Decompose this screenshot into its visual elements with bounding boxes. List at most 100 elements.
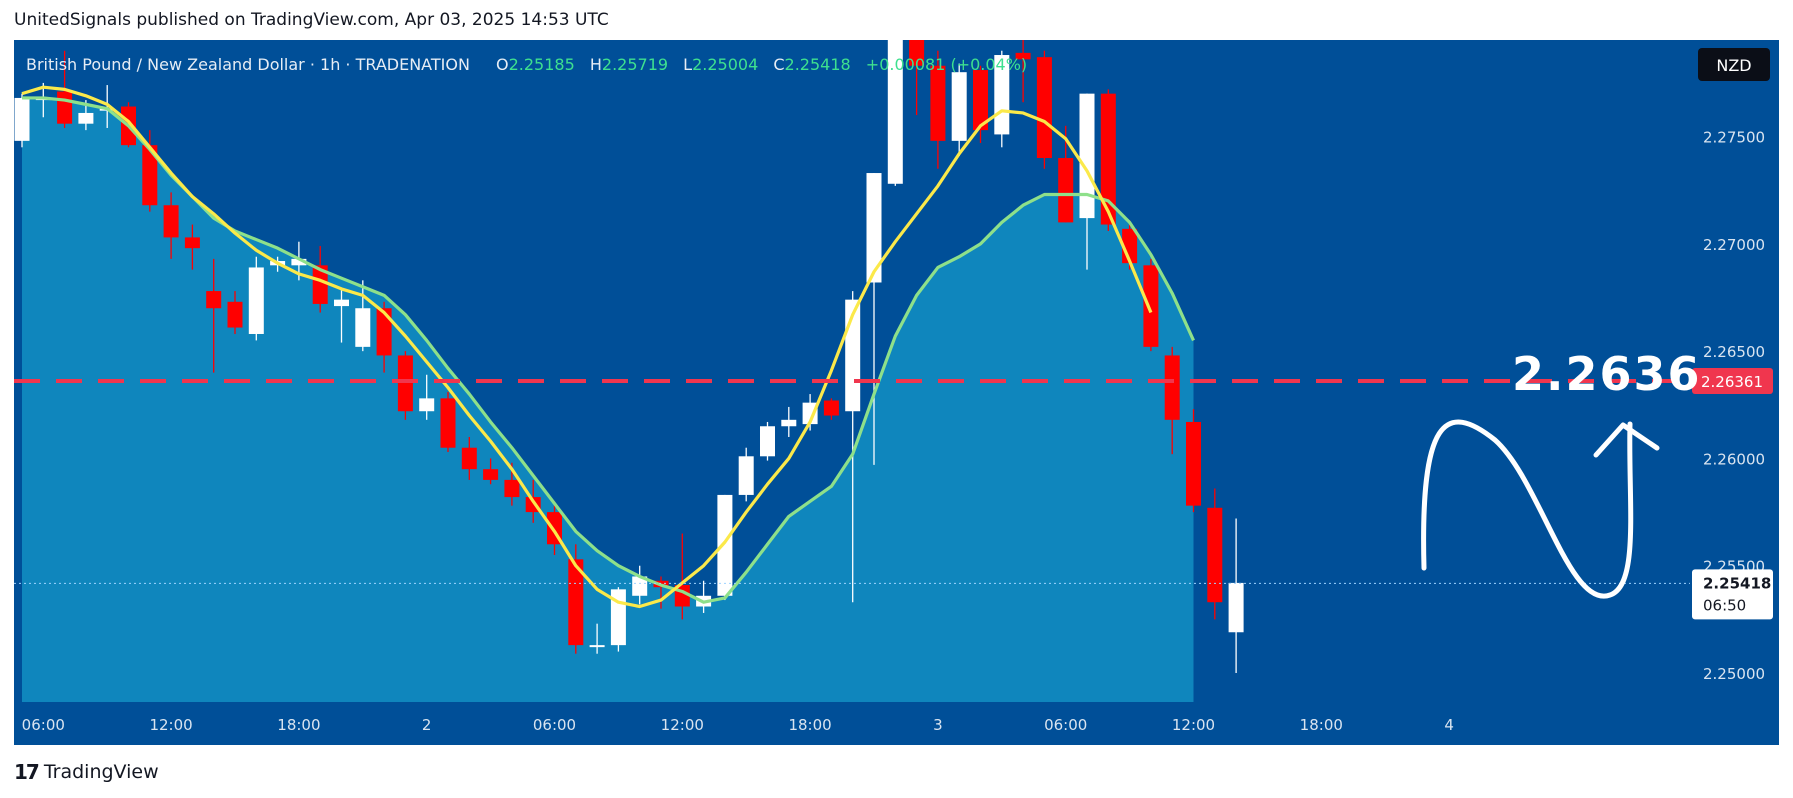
y-tick-label: 2.26000 <box>1703 450 1765 468</box>
x-tick-label: 3 <box>933 716 943 734</box>
candle[interactable] <box>1058 125 1074 223</box>
candle-body <box>461 447 477 470</box>
publisher-header: UnitedSignals published on TradingView.c… <box>14 10 609 30</box>
candle[interactable] <box>1036 50 1052 169</box>
candle-body <box>909 40 925 66</box>
candle-body <box>568 559 584 646</box>
candle-body <box>1143 265 1159 347</box>
candle-body <box>14 97 30 141</box>
candle[interactable] <box>823 398 839 420</box>
ema-fast-line <box>21 85 1153 609</box>
candle-body <box>760 426 775 457</box>
currency-badge-label: NZD <box>1716 56 1751 75</box>
candle[interactable] <box>781 406 797 437</box>
candle[interactable] <box>14 93 30 148</box>
x-tick-label: 4 <box>1444 716 1454 734</box>
y-tick-label: 2.25000 <box>1703 665 1765 683</box>
candle[interactable] <box>610 587 626 652</box>
candle[interactable] <box>568 544 584 654</box>
y-tick-label: 2.27500 <box>1703 129 1765 147</box>
candle-body <box>78 112 94 124</box>
candle-body <box>866 173 882 283</box>
currency-badge[interactable]: NZD <box>1698 48 1770 81</box>
candle-body <box>291 258 307 266</box>
x-tick-label: 12:00 <box>149 716 192 734</box>
candle-body <box>589 645 605 648</box>
candle[interactable] <box>973 65 988 144</box>
candle-body <box>1207 507 1223 603</box>
candle[interactable] <box>206 258 222 373</box>
candle[interactable] <box>1207 488 1223 620</box>
candle[interactable] <box>397 351 413 420</box>
footer-brand[interactable]: TradingView <box>43 761 159 783</box>
target-price-tag: 2.26361 <box>1692 367 1773 394</box>
candle[interactable] <box>248 256 264 341</box>
legend-h-value: 2.25719 <box>602 55 668 74</box>
candle-body <box>930 65 946 141</box>
candle-body <box>483 469 499 480</box>
x-tick-label: 12:00 <box>1172 716 1215 734</box>
candle[interactable] <box>866 173 882 465</box>
candle-body <box>312 265 328 304</box>
ema-band-area <box>22 97 1194 702</box>
candle[interactable] <box>1100 89 1116 231</box>
candle[interactable] <box>951 63 967 156</box>
candle[interactable] <box>419 374 435 420</box>
candle[interactable] <box>887 29 903 186</box>
candle[interactable] <box>461 436 477 480</box>
y-tick-label: 2.26500 <box>1703 343 1765 361</box>
legend-change: +0.00081 (+0.04%) <box>866 55 1027 74</box>
candle[interactable] <box>163 192 179 259</box>
y-tick-label: 2.27000 <box>1703 236 1765 254</box>
candle-body <box>1058 158 1074 223</box>
last-price-label: 2.25418 <box>1703 574 1771 592</box>
candle[interactable] <box>632 565 648 605</box>
candle-body <box>1036 57 1052 159</box>
candle[interactable] <box>440 391 456 453</box>
candle-body <box>887 40 903 184</box>
candle[interactable] <box>142 130 158 212</box>
candle[interactable] <box>1143 258 1159 352</box>
projection-arrowhead <box>1593 422 1660 458</box>
candle[interactable] <box>227 291 243 334</box>
candle[interactable] <box>1186 409 1201 513</box>
candle[interactable] <box>930 50 946 169</box>
legend-l-value: 2.25004 <box>692 55 758 74</box>
candle-body <box>206 291 222 309</box>
candle-body <box>397 355 413 412</box>
candle-body <box>823 400 839 416</box>
candle-body <box>504 479 520 498</box>
legend-h-label: H <box>590 55 602 74</box>
x-tick-label: 18:00 <box>788 716 831 734</box>
legend-ohlc: O2.25185 H2.25719 L2.25004 C2.25418 +0.0… <box>496 55 1027 74</box>
tradingview-logo-icon: 17 <box>14 760 40 784</box>
candle-body <box>57 91 73 124</box>
candle-body <box>419 398 435 412</box>
candle-body <box>973 70 988 131</box>
candle[interactable] <box>1079 93 1095 270</box>
candle[interactable] <box>760 421 775 461</box>
candle[interactable] <box>717 494 733 601</box>
candle[interactable] <box>1164 346 1180 455</box>
candle[interactable] <box>334 288 349 343</box>
x-tick-label: 06:00 <box>22 716 65 734</box>
candle[interactable] <box>738 447 754 502</box>
candle[interactable] <box>909 29 925 116</box>
candle[interactable] <box>355 280 371 352</box>
price-chart[interactable]: 2.250002.255002.260002.265002.270002.275… <box>0 0 1793 745</box>
candle[interactable] <box>1228 518 1244 674</box>
candle-body <box>1100 93 1116 225</box>
candle-body <box>632 576 648 596</box>
candle-body <box>184 237 200 249</box>
candle[interactable] <box>589 623 605 654</box>
candle-body <box>248 267 264 334</box>
candle[interactable] <box>483 458 499 485</box>
x-tick-label: 06:00 <box>533 716 576 734</box>
candle[interactable] <box>1015 27 1031 103</box>
legend-l-label: L <box>683 55 692 74</box>
candle[interactable] <box>184 224 200 270</box>
candle-body <box>440 398 456 448</box>
candle-body <box>802 402 818 425</box>
legend-c-label: C <box>773 55 784 74</box>
candle-body <box>376 308 392 356</box>
